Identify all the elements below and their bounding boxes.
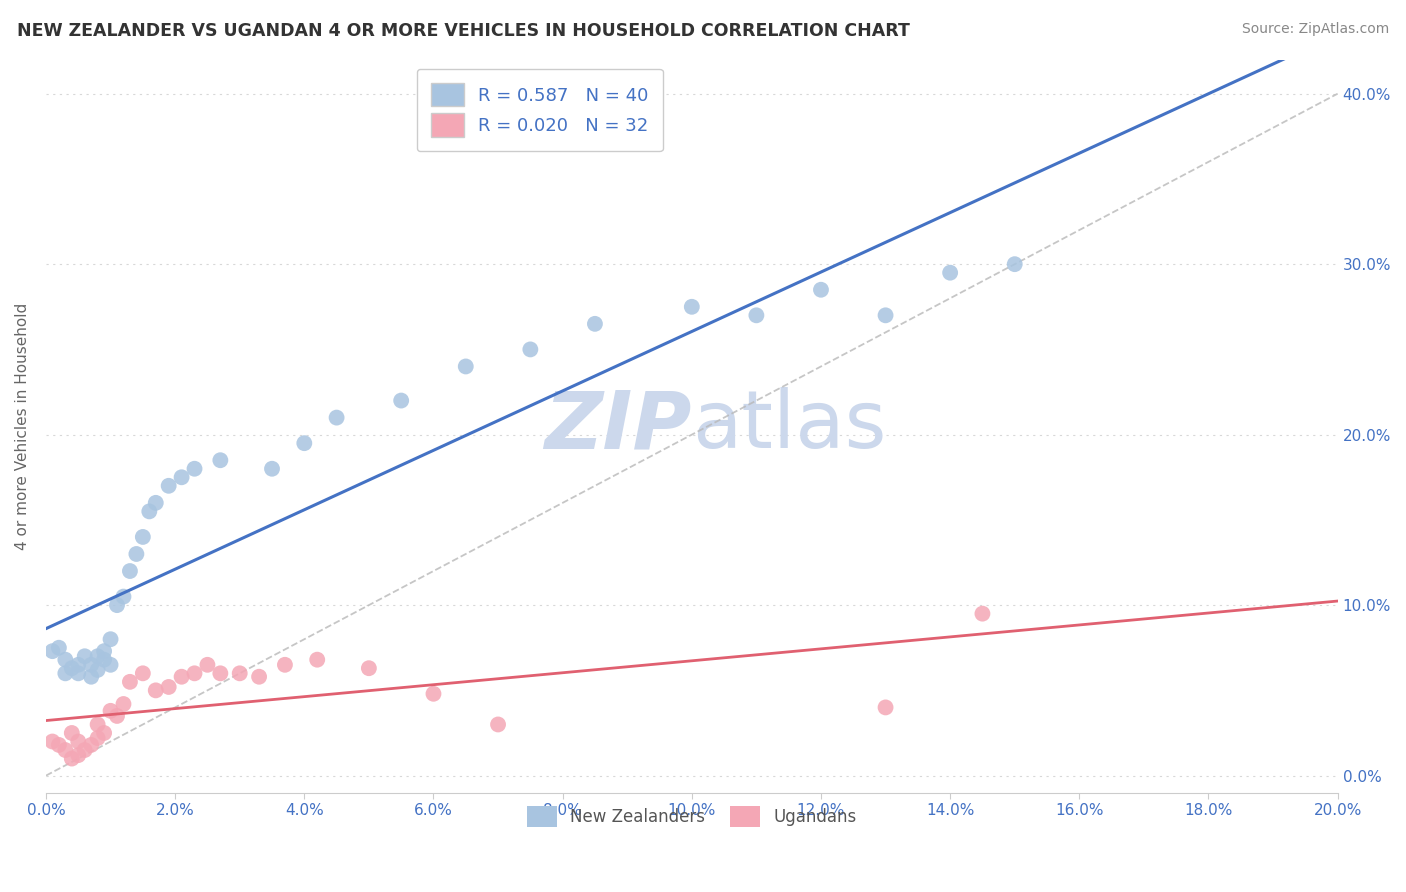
Point	[183, 462, 205, 476]
Point	[86, 663, 108, 677]
Text: NEW ZEALANDER VS UGANDAN 4 OR MORE VEHICLES IN HOUSEHOLD CORRELATION CHART: NEW ZEALANDER VS UGANDAN 4 OR MORE VEHIC…	[17, 22, 910, 40]
Point	[583, 317, 606, 331]
Point	[73, 649, 96, 664]
Point	[86, 649, 108, 664]
Text: Source: ZipAtlas.com: Source: ZipAtlas.com	[1241, 22, 1389, 37]
Point	[100, 657, 122, 672]
Point	[1004, 257, 1026, 271]
Point	[100, 704, 122, 718]
Point	[810, 283, 832, 297]
Point	[53, 653, 76, 667]
Text: atlas: atlas	[692, 387, 886, 465]
Point	[93, 726, 115, 740]
Point	[209, 666, 232, 681]
Point	[389, 393, 412, 408]
Text: ZIP: ZIP	[544, 387, 692, 465]
Y-axis label: 4 or more Vehicles in Household: 4 or more Vehicles in Household	[15, 302, 30, 549]
Point	[170, 670, 193, 684]
Point	[112, 590, 135, 604]
Point	[307, 653, 329, 667]
Legend: New Zealanders, Ugandans: New Zealanders, Ugandans	[519, 797, 865, 836]
Point	[454, 359, 477, 374]
Point	[80, 670, 103, 684]
Point	[86, 731, 108, 745]
Point	[132, 530, 155, 544]
Point	[73, 743, 96, 757]
Point	[67, 748, 90, 763]
Point	[939, 266, 962, 280]
Point	[972, 607, 994, 621]
Point	[105, 709, 128, 723]
Point	[745, 308, 768, 322]
Point	[157, 680, 180, 694]
Point	[875, 700, 897, 714]
Point	[118, 674, 141, 689]
Point	[48, 738, 70, 752]
Point	[67, 657, 90, 672]
Point	[48, 640, 70, 655]
Point	[100, 632, 122, 647]
Point	[197, 657, 219, 672]
Point	[357, 661, 380, 675]
Point	[80, 657, 103, 672]
Point	[80, 738, 103, 752]
Point	[228, 666, 250, 681]
Point	[247, 670, 270, 684]
Point	[292, 436, 315, 450]
Point	[132, 666, 155, 681]
Point	[145, 496, 167, 510]
Point	[60, 751, 83, 765]
Point	[209, 453, 232, 467]
Point	[53, 666, 76, 681]
Point	[105, 598, 128, 612]
Point	[274, 657, 297, 672]
Point	[60, 726, 83, 740]
Point	[170, 470, 193, 484]
Point	[183, 666, 205, 681]
Point	[422, 687, 444, 701]
Point	[93, 644, 115, 658]
Point	[53, 743, 76, 757]
Point	[157, 479, 180, 493]
Point	[93, 653, 115, 667]
Point	[41, 644, 63, 658]
Point	[138, 504, 160, 518]
Point	[325, 410, 347, 425]
Point	[519, 343, 541, 357]
Point	[486, 717, 509, 731]
Point	[67, 666, 90, 681]
Point	[112, 697, 135, 711]
Point	[875, 308, 897, 322]
Point	[60, 661, 83, 675]
Point	[125, 547, 148, 561]
Point	[67, 734, 90, 748]
Point	[260, 462, 283, 476]
Point	[41, 734, 63, 748]
Point	[86, 717, 108, 731]
Point	[118, 564, 141, 578]
Point	[681, 300, 703, 314]
Point	[145, 683, 167, 698]
